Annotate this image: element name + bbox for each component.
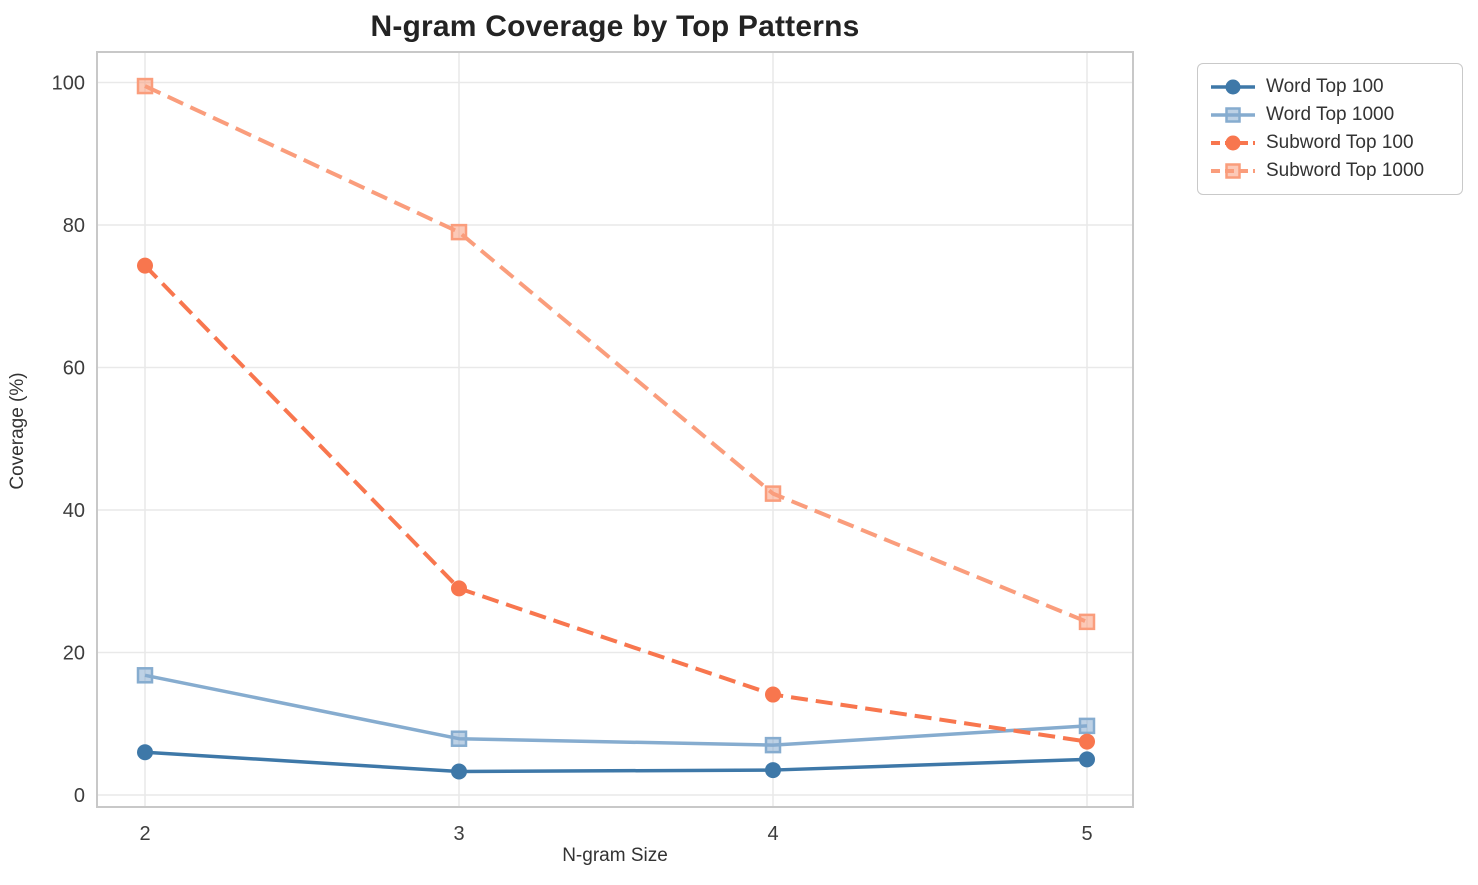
y-tick-label: 0 [74,785,85,807]
legend-label: Word Top 100 [1266,76,1384,97]
data-point-marker [450,223,468,241]
data-point-marker [137,744,153,761]
series-line-subword-top-100 [143,264,1088,744]
y-tick-label: 40 [63,500,85,522]
y-tick-label: 20 [63,643,85,665]
legend-item-word-top-1000: Word Top 1000 [1210,101,1450,129]
legend-box: Word Top 100 Word Top 1000 Subword Top 100… [1197,63,1463,195]
series-line-subword-top-1000 [144,84,1088,624]
x-tick-label: 2 [139,823,150,845]
data-point-marker [1079,733,1095,750]
y-tick-label: 80 [63,215,85,237]
x-tick-label: 5 [1081,823,1092,845]
x-tick-label: 4 [767,823,778,845]
x-tick-label: 3 [453,823,464,845]
square-line-sample-icon [1210,160,1256,182]
legend-item-subword-top-100: Subword Top 100 [1210,129,1450,157]
square-line-sample-icon [1210,104,1256,126]
data-point-marker [451,763,467,780]
legend-label: Subword Top 1000 [1266,160,1425,181]
data-point-marker [1078,613,1096,631]
data-point-marker [1079,751,1095,768]
data-point-marker [1078,717,1096,735]
y-tick-label: 100 [52,73,85,95]
axis-ticks: 0 20 40 60 80 100 2 3 4 5 [52,73,1093,845]
y-axis-label: Coverage (%) [7,372,28,490]
legend-item-word-top-100: Word Top 100 [1210,73,1450,101]
series-line-word-top-100 [144,750,1088,774]
data-point-marker [765,686,781,703]
series-word-top-1000 [136,667,1096,754]
data-point-marker [764,736,782,754]
legend-label: Subword Top 100 [1266,132,1414,153]
data-point-marker [136,667,154,684]
chart-title: N-gram Coverage by Top Patterns [370,10,860,43]
circle-line-sample-icon [1210,76,1256,98]
y-tick-label: 60 [63,358,85,380]
data-point-marker [136,77,154,95]
data-point-marker [764,485,782,502]
data-point-marker [450,730,468,747]
series-subword-top-100 [137,257,1095,750]
data-point-marker [765,762,781,779]
circle-line-sample-icon [1210,132,1256,154]
legend-label: Word Top 1000 [1266,104,1395,125]
legend-item-subword-top-1000: Subword Top 1000 [1210,157,1450,185]
series-line-word-top-1000 [144,673,1088,747]
data-point-marker [451,580,467,597]
series-word-top-100 [137,744,1095,780]
plot-border [96,51,1134,808]
data-point-marker [137,257,153,274]
x-axis-label: N-gram Size [562,845,668,866]
series-subword-top-1000 [136,77,1096,631]
gridlines [97,52,1133,807]
